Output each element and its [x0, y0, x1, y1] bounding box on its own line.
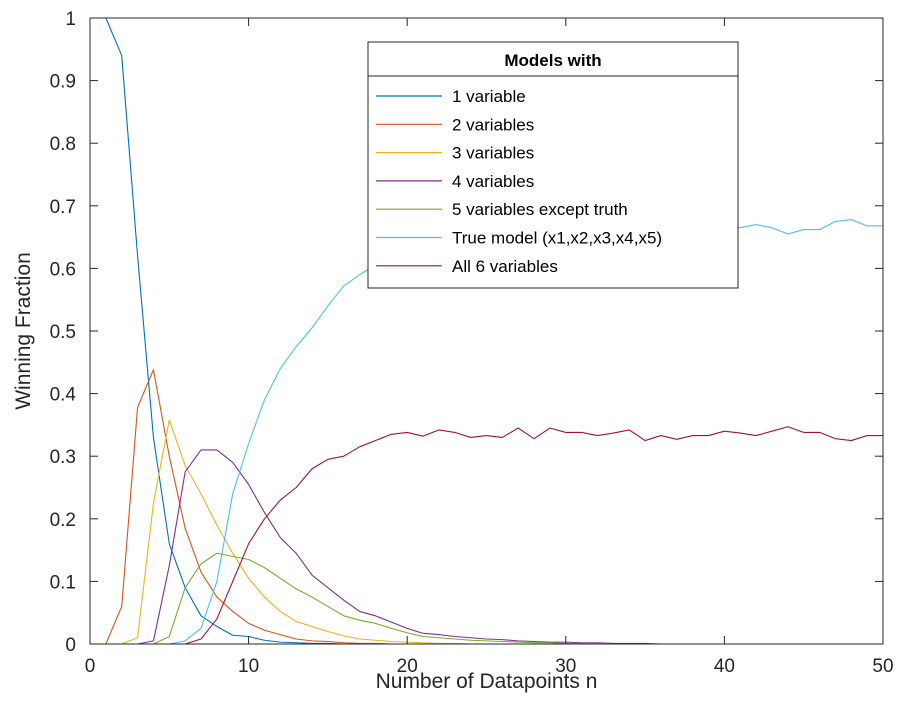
legend-items: 1 variable 2 variables 3 variables 4 variab…: [376, 87, 662, 276]
legend-box: [367, 41, 739, 289]
ticks-layer: 0 10 20 30 40 50 0 0.1 0.2 0.3 0.4 0.5 0.6 0.7 0.8 0.9 1: [50, 9, 894, 677]
legend-title: Models with: [504, 51, 601, 70]
x-tick-label: 40: [714, 656, 735, 677]
y-tick-label: 0.7: [50, 197, 76, 218]
y-tick-label: 0: [65, 635, 76, 656]
y-tick-label: 0.6: [50, 259, 76, 280]
x-axis-label: Number of Datapoints n: [376, 670, 598, 693]
y-tick-label: 0.2: [50, 510, 76, 531]
y-tick-label: 0.1: [50, 572, 76, 593]
legend: Models with 1 variable 2 variables 3 varia…: [367, 41, 739, 289]
x-tick-label: 20: [397, 656, 418, 677]
y-axis-label: Winning Fraction: [12, 252, 35, 410]
x-tick-label: 50: [872, 656, 893, 677]
legend-entry: 5 variables except truth: [452, 200, 628, 219]
legend-entry: All 6 variables: [452, 257, 558, 276]
legend-entry: 3 variables: [452, 144, 534, 163]
y-tick-label: 0.3: [50, 447, 76, 468]
y-tick-label: 1: [65, 9, 76, 30]
x-tick-label: 10: [238, 656, 259, 677]
legend-entry: 1 variable: [452, 87, 526, 106]
y-tick-label: 0.5: [50, 322, 76, 343]
x-tick-label: 30: [555, 656, 576, 677]
x-tick-label: 0: [85, 656, 96, 677]
legend-entry: True model (x1,x2,x3,x4,x5): [452, 229, 662, 248]
legend-entry: 4 variables: [452, 172, 534, 191]
y-tick-label: 0.8: [50, 134, 76, 155]
y-tick-label: 0.4: [50, 385, 77, 406]
series-line-7: [105, 426, 883, 645]
legend-entry: 2 variables: [452, 115, 534, 134]
y-tick-label: 0.9: [50, 72, 76, 93]
